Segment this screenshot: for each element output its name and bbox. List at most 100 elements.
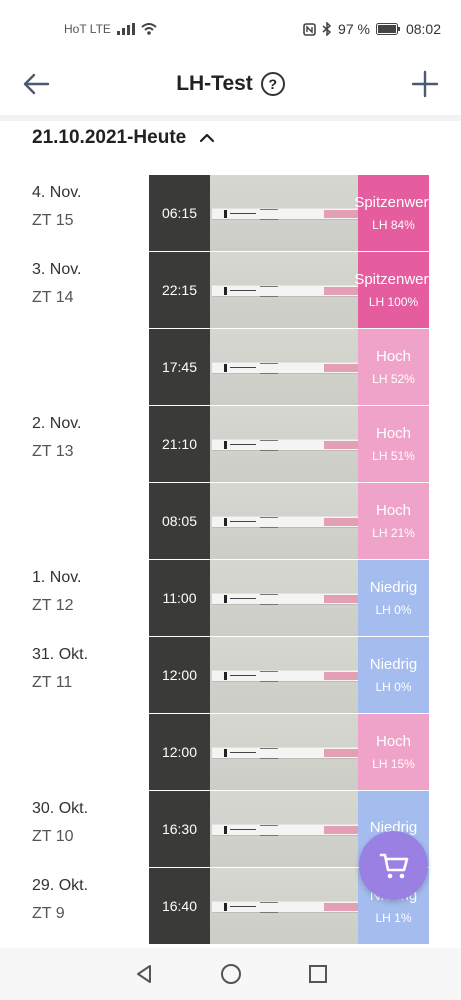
app-header: LH-Test ? <box>0 58 461 110</box>
test-strip-photo[interactable]: 17:45 <box>149 329 358 405</box>
cart-icon <box>379 853 408 878</box>
lh-level-label: Hoch <box>375 425 412 442</box>
add-button[interactable] <box>407 66 443 102</box>
lh-level-badge: Hoch LH 15% <box>358 714 429 790</box>
photo-shadow <box>149 637 210 713</box>
entry-cycle-day: ZT 12 <box>32 597 74 614</box>
entry-date: 1. Nov. <box>32 569 82 586</box>
test-line <box>324 595 358 603</box>
test-entry[interactable]: 31. Okt. ZT 11 12:00 Niedrig LH 0% <box>0 637 461 714</box>
test-strip-photo[interactable]: 08:05 <box>149 483 358 559</box>
test-strip-photo[interactable]: 12:00 <box>149 714 358 790</box>
system-nav-bar <box>0 948 461 1000</box>
lh-level-badge: Hoch LH 51% <box>358 406 429 482</box>
status-bar: HoT LTE 97 % 08:02 <box>0 0 461 58</box>
test-strip-photo[interactable]: 16:30 <box>149 791 358 867</box>
entry-cycle-day: ZT 14 <box>32 289 74 306</box>
test-line <box>324 441 358 449</box>
lh-level-label: Spitzenwert <box>354 194 433 211</box>
lh-percentage: LH 21% <box>372 526 415 540</box>
test-strip <box>212 208 358 220</box>
entry-time: 06:15 <box>161 205 198 221</box>
test-entry[interactable]: 30. Okt. ZT 10 16:30 Niedrig <box>0 791 461 868</box>
nfc-icon <box>303 22 316 36</box>
entry-date: 2. Nov. <box>32 415 82 432</box>
test-entry[interactable]: 4. Nov. ZT 15 06:15 Spitzenwert LH 84% <box>0 175 461 252</box>
back-button[interactable] <box>18 66 54 102</box>
entry-time: 08:05 <box>161 513 198 529</box>
clock: 08:02 <box>405 21 441 37</box>
test-line <box>324 518 358 526</box>
bluetooth-icon <box>322 22 332 36</box>
lh-level-label: Niedrig <box>369 579 418 596</box>
nav-back-icon[interactable] <box>133 963 155 985</box>
entry-cycle-day: ZT 11 <box>32 674 73 691</box>
test-strip <box>212 362 358 374</box>
lh-percentage: LH 52% <box>372 372 415 386</box>
test-strip <box>212 516 358 528</box>
carrier-label: HoT LTE <box>64 22 111 36</box>
test-entry[interactable]: 1. Nov. ZT 12 11:00 Niedrig LH 0% <box>0 560 461 637</box>
entry-cycle-day: ZT 9 <box>32 905 65 922</box>
test-entry[interactable]: 17:45 Hoch LH 52% <box>0 329 461 406</box>
photo-shadow <box>149 483 210 559</box>
test-entry[interactable]: 29. Okt.ZT 916:40NiedrigLH 1% <box>0 868 461 945</box>
cart-button[interactable] <box>359 831 428 900</box>
test-strip-photo[interactable]: 06:15 <box>149 175 358 251</box>
test-strip <box>212 593 358 605</box>
lh-level-label: Hoch <box>375 733 412 750</box>
lh-percentage: LH 1% <box>375 911 412 925</box>
test-strip-photo[interactable]: 21:10 <box>149 406 358 482</box>
page-title: LH-Test ? <box>176 72 285 96</box>
entry-cycle-day: ZT 13 <box>32 443 74 460</box>
entry-time: 21:10 <box>161 436 198 452</box>
entry-date-block: 31. Okt. ZT 11 <box>32 641 88 697</box>
chevron-up-icon <box>200 133 215 143</box>
photo-shadow <box>149 175 210 251</box>
entry-time: 12:00 <box>161 667 198 683</box>
wifi-icon <box>141 23 157 35</box>
entry-date-block: 1. Nov. ZT 12 <box>32 564 82 620</box>
photo-shadow <box>149 252 210 328</box>
lh-percentage: LH 0% <box>375 603 412 617</box>
test-line <box>324 210 358 218</box>
test-line <box>324 826 358 834</box>
entry-date: 3. Nov. <box>32 261 82 278</box>
test-strip-photo[interactable]: 22:15 <box>149 252 358 328</box>
photo-shadow <box>149 868 210 944</box>
test-line <box>324 903 358 911</box>
entry-date: 30. Okt. <box>32 800 89 817</box>
photo-shadow <box>149 329 210 405</box>
lh-percentage: LH 0% <box>375 680 412 694</box>
test-entry[interactable]: 08:05 Hoch LH 21% <box>0 483 461 560</box>
entry-date-block: 3. Nov. ZT 14 <box>32 256 82 312</box>
test-strip-photo[interactable]: 12:00 <box>149 637 358 713</box>
lh-level-badge: Spitzenwert LH 100% <box>354 252 433 328</box>
test-list: 4. Nov. ZT 15 06:15 Spitzenwert LH 84% 3. Nov… <box>0 175 461 948</box>
nav-home-icon[interactable] <box>220 963 242 985</box>
test-strip-photo[interactable]: 16:40 <box>149 868 358 944</box>
test-entry[interactable]: 3. Nov. ZT 14 22:15 Spitzenwert LH 100% <box>0 252 461 329</box>
date-range-label: 21.10.2021-Heute <box>32 127 187 148</box>
nav-recents-icon[interactable] <box>307 963 329 985</box>
entry-time: 16:40 <box>161 898 198 914</box>
test-strip-photo[interactable]: 11:00 <box>149 560 358 636</box>
date-range-toggle[interactable]: 21.10.2021-Heute <box>32 124 215 152</box>
lh-level-label: Niedrig <box>369 819 418 836</box>
entry-time: 12:00 <box>161 744 198 760</box>
header-divider <box>0 115 461 121</box>
test-entry[interactable]: 12:00 Hoch LH 15% <box>0 714 461 791</box>
lh-percentage: LH 15% <box>372 757 415 771</box>
entry-time: 16:30 <box>161 821 198 837</box>
entry-time: 22:15 <box>161 282 198 298</box>
test-line <box>324 672 358 680</box>
lh-level-badge: Hoch LH 21% <box>358 483 429 559</box>
help-button[interactable]: ? <box>260 72 285 96</box>
entry-date: 4. Nov. <box>32 184 82 201</box>
entry-date-block: 30. Okt. ZT 10 <box>32 795 88 851</box>
entry-date-block: 2. Nov. ZT 13 <box>32 410 82 466</box>
lh-level-badge: Niedrig LH 0% <box>358 637 429 713</box>
arrow-left-icon <box>23 73 50 95</box>
test-entry[interactable]: 2. Nov. ZT 13 21:10 Hoch LH 51% <box>0 406 461 483</box>
entry-date: 31. Okt. <box>32 646 89 663</box>
